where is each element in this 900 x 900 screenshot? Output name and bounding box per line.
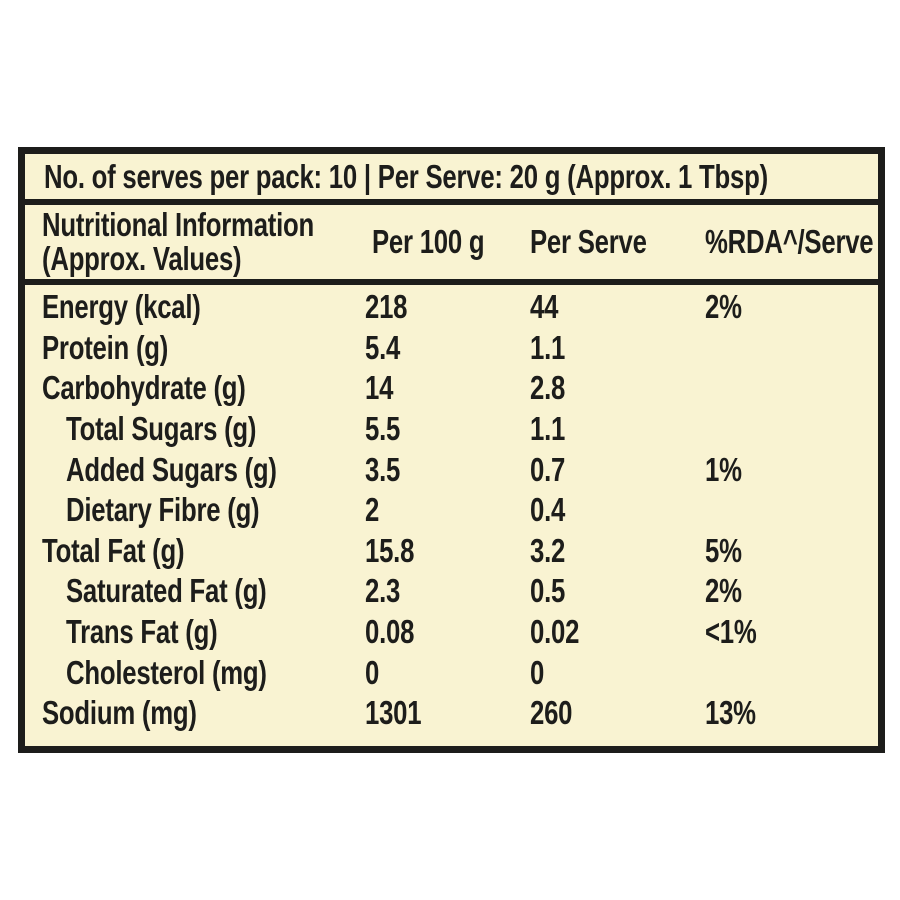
row-value-per-100g: 5.4 [365, 328, 401, 366]
table-row: Sodium (mg) 1301 260 13% [25, 693, 878, 734]
column-header-row: Nutritional Information (Approx. Values)… [25, 205, 878, 285]
column-header-rda-per-serve: %RDA^/Serve [705, 223, 874, 260]
column-header-name-line2: (Approx. Values) [42, 240, 242, 277]
row-value-rda [705, 329, 878, 367]
row-value-per-100g: 2.3 [365, 572, 401, 610]
row-nutrient-name: Cholesterol (mg) [66, 653, 267, 691]
row-value-per-serve: 44 [530, 288, 559, 326]
row-value-rda: 5% [705, 531, 742, 569]
row-nutrient-name: Protein (g) [42, 328, 169, 366]
row-value-per-serve: 260 [530, 694, 573, 732]
table-row: Cholesterol (mg) 0 0 [25, 652, 878, 693]
row-value-per-100g: 14 [365, 369, 394, 407]
table-row: Energy (kcal) 218 44 2% [25, 287, 878, 328]
row-value-per-100g: 2 [365, 491, 380, 529]
serves-info-bar: No. of serves per pack: 10 | Per Serve: … [25, 154, 878, 205]
row-nutrient-name: Carbohydrate (g) [42, 369, 246, 407]
row-nutrient-name: Added Sugars (g) [66, 450, 277, 488]
row-value-per-serve: 0.5 [530, 572, 566, 610]
row-nutrient-name: Total Sugars (g) [66, 410, 257, 448]
row-nutrient-name: Dietary Fibre (g) [66, 491, 260, 529]
row-nutrient-name: Energy (kcal) [42, 288, 201, 326]
row-value-rda [705, 654, 878, 692]
row-value-rda: 2% [705, 288, 742, 326]
table-row: Saturated Fat (g) 2.3 0.5 2% [25, 571, 878, 612]
row-value-rda: 2% [705, 572, 742, 610]
row-value-per-serve: 2.8 [530, 369, 566, 407]
nutrition-label: No. of serves per pack: 10 | Per Serve: … [18, 147, 885, 753]
row-value-per-100g: 5.5 [365, 410, 401, 448]
serves-info-text: No. of serves per pack: 10 | Per Serve: … [44, 157, 768, 195]
row-value-per-100g: 218 [365, 288, 408, 326]
row-value-per-100g: 0 [365, 653, 380, 691]
table-row: Carbohydrate (g) 14 2.8 [25, 368, 878, 409]
table-row: Dietary Fibre (g) 2 0.4 [25, 490, 878, 531]
row-value-rda: 13% [705, 694, 756, 732]
row-value-rda [705, 369, 878, 407]
row-value-rda: <1% [705, 613, 757, 651]
column-header-name-line1: Nutritional Information [42, 206, 315, 243]
row-value-per-serve: 0 [530, 653, 545, 691]
table-row: Trans Fat (g) 0.08 0.02 <1% [25, 612, 878, 653]
row-value-rda [705, 410, 878, 448]
table-row: Added Sugars (g) 3.5 0.7 1% [25, 449, 878, 490]
table-row: Total Fat (g) 15.8 3.2 5% [25, 531, 878, 572]
column-header-per-serve: Per Serve [530, 223, 647, 260]
row-nutrient-name: Sodium (mg) [42, 694, 197, 732]
row-value-rda [705, 491, 878, 529]
row-value-per-serve: 3.2 [530, 531, 566, 569]
row-value-per-serve: 0.7 [530, 450, 566, 488]
row-value-per-100g: 3.5 [365, 450, 401, 488]
row-value-per-serve: 1.1 [530, 328, 566, 366]
row-nutrient-name: Trans Fat (g) [66, 613, 218, 651]
row-nutrient-name: Saturated Fat (g) [66, 572, 267, 610]
row-value-per-100g: 15.8 [365, 531, 415, 569]
column-header-per-100g: Per 100 g [372, 223, 485, 260]
table-row: Total Sugars (g) 5.5 1.1 [25, 409, 878, 450]
row-nutrient-name: Total Fat (g) [42, 531, 185, 569]
row-value-per-100g: 1301 [365, 694, 422, 732]
nutrition-rows: Energy (kcal) 218 44 2% Protein (g) 5.4 … [25, 285, 878, 734]
row-value-per-100g: 0.08 [365, 613, 415, 651]
table-row: Protein (g) 5.4 1.1 [25, 328, 878, 369]
row-value-per-serve: 0.4 [530, 491, 566, 529]
column-header-nutritional-information: Nutritional Information (Approx. Values) [42, 208, 365, 276]
row-value-per-serve: 0.02 [530, 613, 580, 651]
row-value-per-serve: 1.1 [530, 410, 566, 448]
row-value-rda: 1% [705, 450, 742, 488]
